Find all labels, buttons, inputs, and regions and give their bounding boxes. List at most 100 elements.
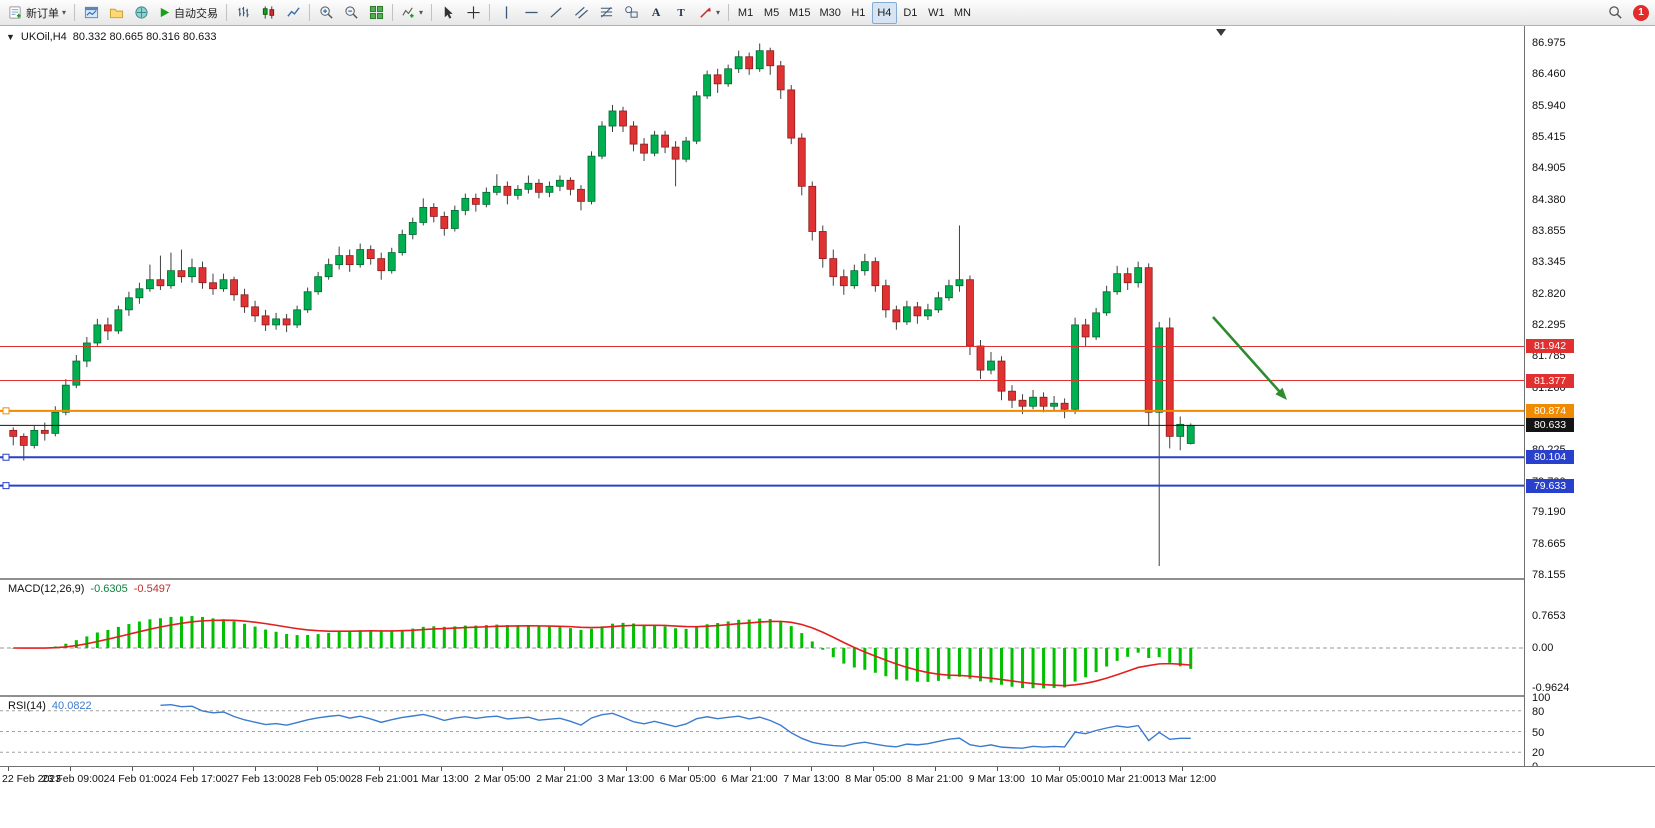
zoom-out-button[interactable] — [339, 2, 363, 24]
timeframe-w1-button[interactable]: W1 — [924, 2, 949, 24]
candlestick-chart-button[interactable] — [256, 2, 280, 24]
timeframe-m5-button[interactable]: M5 — [759, 2, 784, 24]
macd-histogram-bar — [926, 648, 930, 682]
macd-histogram-bar — [884, 648, 888, 677]
candlestick — [629, 125, 638, 145]
macd-histogram-bar — [758, 618, 762, 648]
timeframe-m1-button[interactable]: M1 — [733, 2, 758, 24]
time-axis[interactable]: 22 Feb 2023 23 Feb 09:00 24 Feb 01:00 24 Fe… — [0, 766, 1655, 790]
macd-histogram-bar — [526, 625, 530, 648]
indicators-button[interactable]: ▾ — [397, 2, 427, 24]
horizontal-line-tool-button[interactable] — [519, 2, 543, 24]
tile-windows-button[interactable] — [364, 2, 388, 24]
candlestick — [303, 291, 312, 311]
candlestick — [692, 95, 701, 142]
rsi-axis-label: 20 — [1532, 747, 1545, 760]
vertical-line-icon — [505, 6, 507, 19]
candlestick — [976, 345, 985, 371]
bar-chart-button[interactable] — [231, 2, 255, 24]
vertical-line-tool-button[interactable] — [494, 2, 518, 24]
candlestick — [860, 261, 869, 272]
navigator-icon — [134, 6, 148, 19]
macd-histogram-bar — [1021, 648, 1025, 689]
macd-histogram-bar — [232, 621, 236, 648]
arrow-annotation[interactable] — [1212, 316, 1284, 396]
time-axis-label: 23 Feb 09:00 — [41, 773, 104, 785]
macd-signal-value: -0.5497 — [133, 583, 172, 595]
rsi-axis-label: 100 — [1532, 692, 1551, 704]
line-handle[interactable] — [2, 482, 10, 490]
candlestick — [1060, 402, 1069, 410]
zoom-in-button[interactable] — [314, 2, 338, 24]
timeframe-h1-button[interactable]: H1 — [846, 2, 871, 24]
macd-histogram-bar — [568, 628, 572, 648]
main-chart-pane[interactable]: ▼ UKOil,H4 80.332 80.665 80.316 80.633 — [0, 26, 1524, 578]
candlestick — [408, 222, 417, 235]
candlestick — [513, 188, 522, 196]
macd-histogram-bar — [148, 619, 152, 648]
search-button[interactable] — [1603, 2, 1627, 24]
symbol-title: UKOil,H4 — [20, 31, 67, 43]
candlestick — [103, 324, 112, 332]
crosshair-button[interactable] — [461, 2, 485, 24]
zoom-in-icon — [319, 6, 333, 19]
time-axis-tick — [193, 767, 195, 771]
search-icon — [1608, 6, 1622, 19]
trendline-tool-button[interactable] — [544, 2, 568, 24]
shapes-tool-button[interactable] — [619, 2, 643, 24]
navigator-button[interactable] — [129, 2, 153, 24]
line-handle[interactable] — [2, 453, 10, 461]
timeframe-d1-button[interactable]: D1 — [898, 2, 923, 24]
text-label-tool-button[interactable]: T — [669, 2, 693, 24]
arrows-tool-icon — [700, 7, 711, 18]
timeframe-m30-button[interactable]: M30 — [815, 2, 844, 24]
rsi-pane[interactable]: RSI(14) 40.0822 — [0, 697, 1524, 766]
candlestick-chart[interactable] — [0, 26, 1524, 578]
macd-histogram-bar — [390, 630, 394, 648]
macd-histogram-bar — [747, 619, 751, 648]
candlestick — [640, 143, 648, 154]
macd-axis-label: -0.9624 — [1532, 682, 1570, 695]
notification-badge[interactable]: 1 — [1633, 4, 1649, 21]
new-order-button[interactable]: 新订单 ▾ — [4, 2, 70, 24]
text-tool-button[interactable]: A — [644, 2, 668, 24]
macd-histogram-bar — [222, 619, 226, 648]
time-axis-tick — [873, 767, 875, 771]
macd-histogram-bar — [348, 631, 352, 648]
line-chart-button[interactable] — [281, 2, 305, 24]
macd-histogram-bar — [684, 628, 688, 648]
macd-pane[interactable]: MACD(12,26,9) -0.6305 -0.5497 — [0, 580, 1524, 695]
candlestick — [902, 306, 911, 323]
macd-histogram-bar — [831, 648, 835, 658]
candlestick — [650, 134, 659, 154]
chart-shift-marker[interactable] — [1216, 29, 1226, 36]
time-axis-tick — [935, 767, 936, 771]
line-handle[interactable] — [2, 407, 10, 415]
rsi-name: RSI(14) — [8, 700, 46, 712]
candlestick — [177, 270, 186, 278]
macd-histogram-bar — [1073, 648, 1077, 682]
cursor-button[interactable] — [436, 2, 460, 24]
channel-tool-button[interactable] — [569, 2, 593, 24]
rsi-chart — [0, 704, 1524, 753]
profiles-button[interactable] — [104, 2, 128, 24]
time-axis-tick — [1182, 767, 1184, 771]
macd-histogram-bar — [915, 648, 919, 682]
one-click-trading-toggle[interactable]: ▼ — [6, 32, 15, 42]
macd-histogram-bar — [179, 616, 183, 648]
fibonacci-tool-button[interactable] — [594, 2, 618, 24]
timeframe-h4-button[interactable]: H4 — [871, 1, 897, 24]
price-axis[interactable]: 86.975 86.460 85.940 85.415 84.905 84.380 83.8… — [1524, 26, 1655, 773]
candlestick — [1113, 273, 1122, 293]
candlestick — [377, 258, 386, 272]
macd-histogram-bar — [264, 629, 268, 648]
macd-histogram-bar — [85, 636, 89, 648]
arrow-annotation-head[interactable] — [1275, 387, 1287, 400]
timeframe-mn-button[interactable]: MN — [950, 2, 975, 24]
arrows-tool-button[interactable]: ▾ — [694, 2, 724, 24]
macd-histogram-bar — [1157, 648, 1161, 658]
autotrading-button[interactable]: 自动交易 — [154, 2, 222, 24]
chart-window-button[interactable] — [79, 2, 103, 24]
toolbar-separator — [392, 4, 394, 21]
timeframe-m15-button[interactable]: M15 — [785, 2, 814, 24]
